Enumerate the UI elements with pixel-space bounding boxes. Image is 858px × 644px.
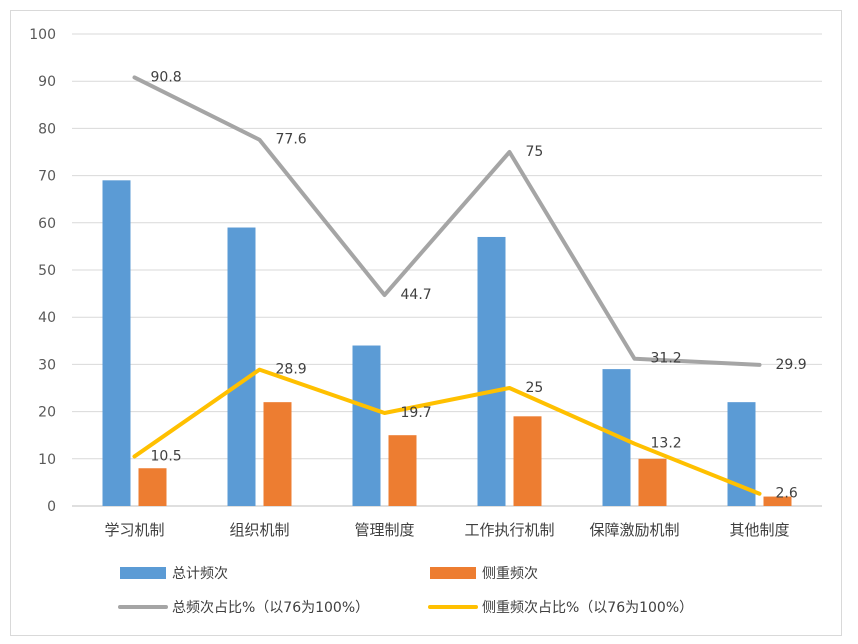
y-tick-label: 80 [38,121,56,137]
line-total-ratio [132,75,762,367]
x-category-label: 组织机制 [229,521,289,539]
data-label: 29.9 [776,357,807,373]
data-label: 75 [526,144,544,160]
bar-focus [138,468,167,506]
data-label: 28.9 [276,362,307,378]
data-labels: 90.8 77.6 44.7 75 31.2 29.9 10.5 28.9 19.7 25 13.2… [151,69,807,501]
y-tick-label: 0 [47,499,56,515]
gridlines [72,33,822,507]
line-series [132,75,762,496]
x-category-label: 工作执行机制 [464,521,554,539]
legend-label: 侧重频次占比%（以76为100%） [482,600,693,616]
data-label: 90.8 [151,69,182,85]
data-label: 2.6 [776,486,798,502]
y-tick-label: 90 [38,74,56,90]
bar-focus [263,402,292,506]
y-tick-label: 100 [29,27,56,43]
x-category-label: 学习机制 [104,521,164,539]
bar-series [102,180,792,506]
y-tick-label: 60 [38,216,56,232]
bar-total [227,227,256,506]
legend-swatch [430,567,476,579]
bar-focus [388,435,417,506]
y-tick-label: 10 [38,452,56,468]
data-label: 13.2 [651,436,682,452]
data-label: 25 [526,380,544,396]
bar-focus [763,496,792,506]
y-tick-label: 50 [38,263,56,279]
y-axis: 0 10 20 30 40 50 60 70 80 90 100 [29,27,56,515]
data-label: 19.7 [401,405,432,421]
x-category-label: 保障激励机制 [589,521,679,539]
legend-label: 侧重频次 [482,566,538,582]
y-tick-label: 20 [38,405,56,421]
chart-frame [10,10,842,636]
legend-swatch [120,567,166,579]
bar-focus [638,458,667,506]
y-tick-label: 70 [38,169,56,185]
data-label: 77.6 [276,132,307,148]
line-focus-ratio [132,367,762,496]
y-tick-label: 30 [38,357,56,373]
bar-total [477,236,506,506]
data-label: 10.5 [151,448,182,464]
x-category-label: 管理制度 [354,521,414,539]
legend-label: 总计频次 [172,566,228,582]
bar-total [352,345,381,506]
x-category-label: 其他制度 [729,521,789,539]
data-label: 31.2 [651,351,682,367]
bar-total [102,180,131,506]
legend-label: 总频次占比%（以76为100%） [172,600,369,616]
x-axis: 学习机制 组织机制 管理制度 工作执行机制 保障激励机制 其他制度 [104,521,789,539]
y-tick-label: 40 [38,310,56,326]
data-label: 44.7 [401,287,432,303]
bar-focus [513,416,542,506]
